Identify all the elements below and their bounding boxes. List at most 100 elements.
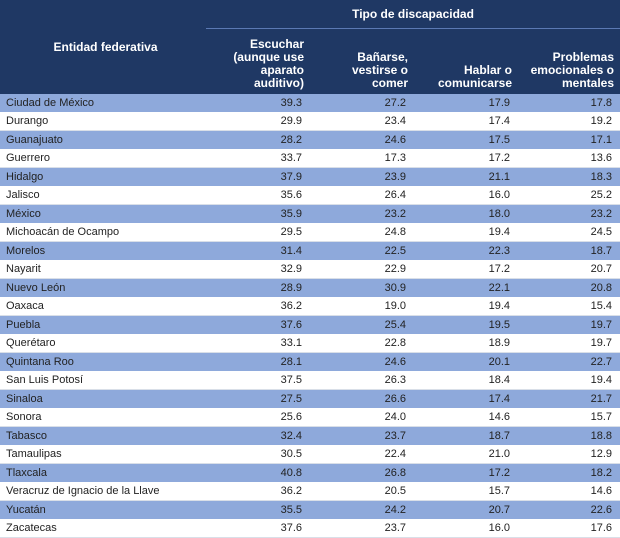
value-cell: 22.3 [414, 241, 518, 260]
entity-cell: Hidalgo [0, 167, 206, 186]
value-cell: 26.8 [310, 463, 414, 482]
value-cell: 18.9 [414, 334, 518, 353]
value-cell: 20.7 [414, 500, 518, 519]
value-cell: 17.2 [414, 463, 518, 482]
value-cell: 29.5 [206, 223, 310, 242]
table-row: Hidalgo 37.9 23.9 21.1 18.3 [0, 167, 620, 186]
value-cell: 20.8 [518, 278, 620, 297]
table-row: Veracruz de Ignacio de la Llave 36.2 20.5 1… [0, 482, 620, 501]
entity-cell: Yucatán [0, 500, 206, 519]
value-cell: 19.4 [414, 297, 518, 316]
value-cell: 17.2 [414, 260, 518, 279]
value-cell: 21.7 [518, 389, 620, 408]
table-row: Puebla 37.6 25.4 19.5 19.7 [0, 315, 620, 334]
entity-cell: Tamaulipas [0, 445, 206, 464]
value-cell: 17.9 [414, 94, 518, 112]
value-cell: 20.5 [310, 482, 414, 501]
value-cell: 18.7 [518, 241, 620, 260]
value-cell: 39.3 [206, 94, 310, 112]
entity-cell: Oaxaca [0, 297, 206, 316]
value-cell: 20.1 [414, 352, 518, 371]
value-cell: 21.0 [414, 445, 518, 464]
entity-cell: Zacatecas [0, 519, 206, 538]
value-cell: 17.6 [518, 519, 620, 538]
value-cell: 16.0 [414, 186, 518, 205]
value-cell: 22.7 [518, 352, 620, 371]
value-cell: 17.1 [518, 130, 620, 149]
value-cell: 27.2 [310, 94, 414, 112]
value-cell: 18.4 [414, 371, 518, 390]
table-row: Tabasco 32.4 23.7 18.7 18.8 [0, 426, 620, 445]
entity-cell: México [0, 204, 206, 223]
value-cell: 17.5 [414, 130, 518, 149]
value-cell: 25.2 [518, 186, 620, 205]
disability-type-group-header: Tipo de discapacidad [206, 0, 620, 29]
value-cell: 14.6 [414, 408, 518, 427]
table-row: Jalisco 35.6 26.4 16.0 25.2 [0, 186, 620, 205]
value-cell: 19.2 [518, 112, 620, 131]
entity-cell: Michoacán de Ocampo [0, 223, 206, 242]
value-cell: 26.6 [310, 389, 414, 408]
value-cell: 28.1 [206, 352, 310, 371]
value-cell: 33.1 [206, 334, 310, 353]
value-cell: 18.7 [414, 426, 518, 445]
table-row: Guanajuato 28.2 24.6 17.5 17.1 [0, 130, 620, 149]
value-cell: 17.3 [310, 149, 414, 168]
header-group-row: Entidad federativa Tipo de discapacidad [0, 0, 620, 54]
column-header-problemas: Problemas emocionales o mentales [530, 50, 614, 90]
entity-cell: Morelos [0, 241, 206, 260]
value-cell: 24.0 [310, 408, 414, 427]
table-row: Quintana Roo 28.1 24.6 20.1 22.7 [0, 352, 620, 371]
value-cell: 32.9 [206, 260, 310, 279]
table-row: Morelos 31.4 22.5 22.3 18.7 [0, 241, 620, 260]
value-cell: 32.4 [206, 426, 310, 445]
value-cell: 24.5 [518, 223, 620, 242]
value-cell: 37.5 [206, 371, 310, 390]
column-header-escuchar: Escuchar (aunque use aparato auditivo) [233, 37, 304, 90]
table-row: Yucatán 35.5 24.2 20.7 22.6 [0, 500, 620, 519]
value-cell: 20.7 [518, 260, 620, 279]
entity-cell: Nayarit [0, 260, 206, 279]
entity-cell: Nuevo León [0, 278, 206, 297]
value-cell: 22.4 [310, 445, 414, 464]
value-cell: 23.2 [518, 204, 620, 223]
value-cell: 28.9 [206, 278, 310, 297]
value-cell: 36.2 [206, 482, 310, 501]
value-cell: 13.6 [518, 149, 620, 168]
value-cell: 23.7 [310, 426, 414, 445]
entity-cell: Tlaxcala [0, 463, 206, 482]
value-cell: 30.9 [310, 278, 414, 297]
value-cell: 35.5 [206, 500, 310, 519]
value-cell: 35.9 [206, 204, 310, 223]
entity-cell: San Luis Potosí [0, 371, 206, 390]
value-cell: 24.6 [310, 130, 414, 149]
value-cell: 16.0 [414, 519, 518, 538]
value-cell: 22.5 [310, 241, 414, 260]
value-cell: 25.4 [310, 315, 414, 334]
value-cell: 18.3 [518, 167, 620, 186]
value-cell: 23.9 [310, 167, 414, 186]
value-cell: 19.7 [518, 334, 620, 353]
value-cell: 26.3 [310, 371, 414, 390]
value-cell: 19.0 [310, 297, 414, 316]
value-cell: 24.8 [310, 223, 414, 242]
entity-cell: Guanajuato [0, 130, 206, 149]
value-cell: 33.7 [206, 149, 310, 168]
value-cell: 22.6 [518, 500, 620, 519]
value-cell: 29.9 [206, 112, 310, 131]
value-cell: 24.6 [310, 352, 414, 371]
value-cell: 31.4 [206, 241, 310, 260]
value-cell: 22.8 [310, 334, 414, 353]
value-cell: 37.9 [206, 167, 310, 186]
value-cell: 15.7 [518, 408, 620, 427]
table-row: Guerrero 33.7 17.3 17.2 13.6 [0, 149, 620, 168]
entity-cell: Sonora [0, 408, 206, 427]
value-cell: 23.7 [310, 519, 414, 538]
value-cell: 19.4 [414, 223, 518, 242]
value-cell: 22.1 [414, 278, 518, 297]
entity-cell: Tabasco [0, 426, 206, 445]
value-cell: 22.9 [310, 260, 414, 279]
value-cell: 28.2 [206, 130, 310, 149]
value-cell: 15.4 [518, 297, 620, 316]
value-cell: 19.5 [414, 315, 518, 334]
